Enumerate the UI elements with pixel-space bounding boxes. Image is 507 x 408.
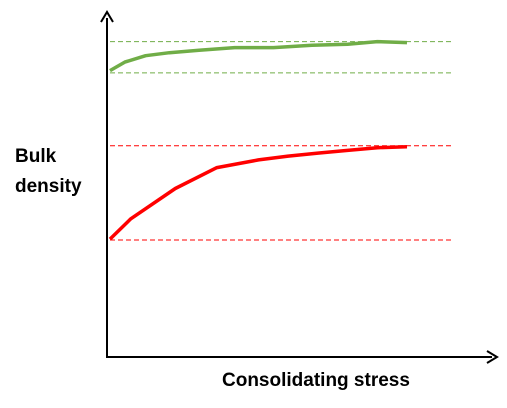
y-axis-label: Bulk density — [15, 146, 82, 197]
series-line-1 — [109, 39, 408, 73]
series-line-2 — [108, 144, 408, 241]
x-axis-label: Consolidating stress — [222, 370, 410, 391]
reference-lines — [110, 41, 452, 241]
x-axis — [107, 350, 499, 364]
y-axis — [100, 10, 114, 358]
y-axis-arrow-icon — [100, 10, 114, 23]
series-group — [108, 39, 408, 241]
x-axis-arrow-icon — [486, 350, 499, 364]
